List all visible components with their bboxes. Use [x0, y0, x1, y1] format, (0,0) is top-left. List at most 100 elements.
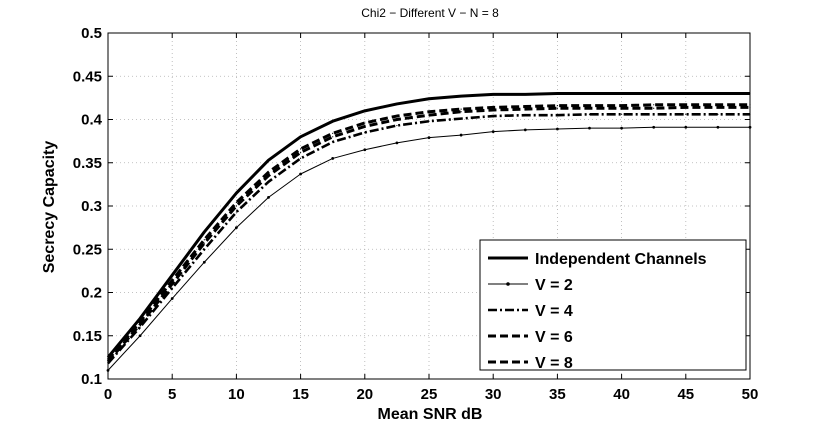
data-point — [364, 131, 366, 134]
data-point — [235, 205, 237, 207]
data-point — [717, 92, 719, 95]
data-point — [396, 118, 398, 121]
data-point — [139, 323, 141, 326]
data-point — [717, 104, 719, 106]
data-point — [428, 114, 430, 116]
data-point — [652, 125, 656, 129]
data-point — [332, 136, 334, 138]
data-point — [685, 106, 687, 108]
data-point — [364, 122, 366, 124]
y-tick-label: 0.15 — [73, 328, 102, 345]
y-axis-label: Secrecy Capacity — [41, 141, 58, 274]
data-point — [171, 283, 173, 285]
data-point — [588, 92, 591, 95]
data-point — [171, 274, 173, 276]
data-point — [267, 181, 270, 183]
data-point — [428, 111, 430, 113]
x-tick-label: 30 — [485, 386, 502, 403]
data-point — [364, 125, 366, 128]
data-point — [427, 136, 431, 140]
data-point — [235, 192, 237, 194]
x-tick-label: 10 — [228, 386, 245, 403]
data-point — [267, 175, 270, 177]
data-point — [395, 141, 399, 145]
data-point — [524, 114, 526, 116]
data-point — [620, 126, 623, 130]
x-tick-label: 40 — [613, 386, 630, 403]
data-point — [492, 109, 494, 111]
data-point — [556, 92, 559, 95]
legend-box — [479, 239, 747, 371]
data-point — [492, 93, 494, 96]
legend-label: Independent Channels — [535, 251, 707, 268]
x-tick-label: 15 — [292, 386, 309, 403]
y-tick-label: 0.45 — [73, 68, 102, 85]
data-point — [203, 239, 205, 241]
data-point — [267, 195, 270, 199]
legend-label: V = 2 — [535, 277, 573, 294]
data-point — [556, 114, 559, 116]
data-point — [171, 287, 173, 289]
data-point — [685, 113, 687, 115]
data-point — [524, 93, 526, 96]
data-point — [139, 317, 141, 320]
legend-label: V = 8 — [535, 355, 573, 372]
data-point — [460, 95, 462, 97]
data-point — [299, 172, 302, 176]
data-point — [300, 136, 302, 138]
y-tick-label: 0.5 — [81, 25, 102, 42]
data-point — [202, 260, 206, 264]
x-tick-label: 0 — [104, 386, 112, 403]
x-tick-label: 45 — [677, 386, 694, 403]
data-point — [267, 171, 270, 173]
data-point — [363, 148, 367, 152]
data-point — [171, 279, 173, 281]
x-axis-label: Mean SNR dB — [378, 406, 483, 423]
legend-marker — [506, 282, 510, 286]
data-point — [653, 107, 655, 109]
legend-label: V = 4 — [535, 303, 573, 320]
data-point — [332, 141, 334, 143]
data-point — [685, 104, 687, 106]
data-point — [717, 106, 719, 108]
chart-title: Chi2 − Different V − N = 8 — [361, 6, 499, 20]
data-point — [460, 108, 462, 110]
data-point — [588, 126, 591, 130]
data-point — [556, 127, 559, 131]
data-point — [332, 132, 334, 134]
y-tick-label: 0.35 — [73, 155, 102, 172]
data-point — [621, 113, 623, 115]
data-point — [332, 120, 334, 122]
data-point — [716, 125, 720, 129]
data-point — [203, 231, 205, 233]
data-point — [588, 113, 591, 115]
data-point — [621, 107, 623, 109]
data-point — [396, 103, 398, 105]
data-point — [364, 110, 366, 112]
x-tick-label: 50 — [742, 386, 759, 403]
data-point — [621, 105, 623, 107]
x-tick-label: 25 — [421, 386, 438, 403]
data-point — [235, 226, 238, 230]
data-point — [685, 92, 687, 95]
data-point — [139, 321, 141, 323]
data-point — [300, 148, 302, 150]
data-point — [331, 157, 335, 160]
data-point — [523, 128, 527, 132]
data-point — [717, 113, 719, 115]
data-point — [684, 125, 688, 129]
data-point — [460, 118, 462, 120]
data-point — [653, 92, 655, 95]
data-point — [235, 211, 237, 213]
data-point — [267, 159, 270, 161]
data-point — [203, 248, 205, 250]
data-point — [300, 157, 302, 160]
data-point — [428, 98, 430, 100]
y-tick-label: 0.3 — [81, 198, 102, 215]
data-point — [138, 334, 142, 338]
data-point — [492, 106, 494, 108]
series-line-3 — [107, 113, 750, 365]
data-point — [396, 115, 398, 117]
data-point — [524, 105, 526, 108]
